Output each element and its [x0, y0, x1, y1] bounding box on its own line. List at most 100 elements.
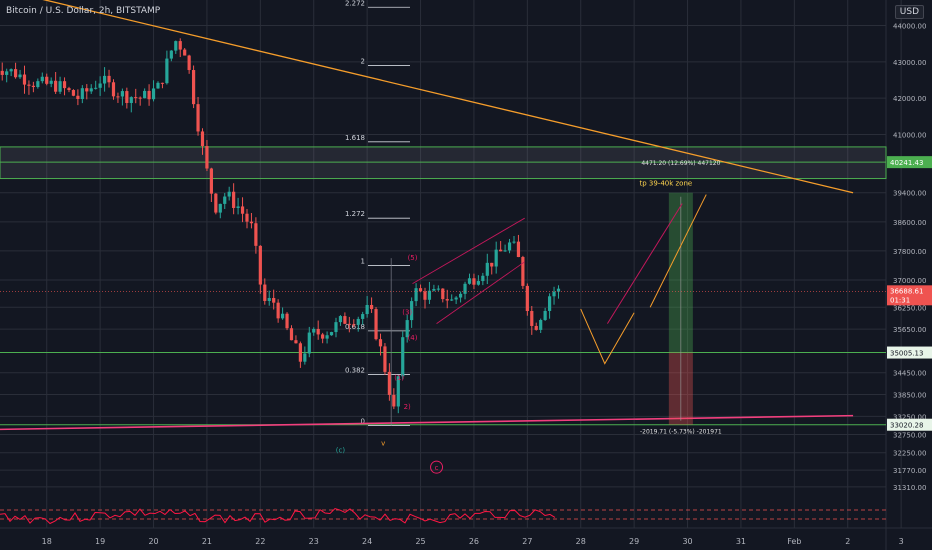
- candle[interactable]: [352, 324, 356, 326]
- candle[interactable]: [401, 337, 405, 377]
- candle[interactable]: [387, 371, 391, 395]
- candle[interactable]: [40, 76, 44, 82]
- candle[interactable]: [49, 80, 53, 84]
- candle[interactable]: [187, 55, 191, 71]
- candle[interactable]: [196, 104, 200, 132]
- candle[interactable]: [525, 285, 529, 312]
- candle[interactable]: [356, 318, 360, 325]
- candle[interactable]: [494, 249, 498, 267]
- candle[interactable]: [245, 213, 249, 222]
- candle[interactable]: [307, 332, 311, 354]
- candle[interactable]: [9, 69, 13, 72]
- candle[interactable]: [450, 299, 454, 301]
- candle[interactable]: [334, 322, 338, 333]
- projection-arrow-orange[interactable]: [649, 194, 707, 308]
- candle[interactable]: [521, 257, 525, 286]
- candle[interactable]: [85, 88, 89, 92]
- candle[interactable]: [530, 311, 534, 326]
- candle[interactable]: [254, 223, 258, 246]
- candle[interactable]: [365, 305, 369, 315]
- channel-upper[interactable]: [412, 217, 525, 285]
- candle[interactable]: [499, 249, 503, 252]
- candle[interactable]: [369, 305, 374, 310]
- projection-arrow-magenta[interactable]: [607, 203, 683, 324]
- candle[interactable]: [240, 206, 245, 214]
- candle[interactable]: [472, 278, 476, 285]
- candle[interactable]: [325, 335, 329, 339]
- candle[interactable]: [129, 97, 133, 103]
- candle[interactable]: [116, 96, 120, 98]
- candle[interactable]: [516, 241, 521, 258]
- candle[interactable]: [178, 41, 182, 50]
- candle[interactable]: [27, 84, 31, 86]
- candle[interactable]: [232, 191, 236, 208]
- candle[interactable]: [316, 328, 320, 335]
- candle[interactable]: [481, 275, 485, 282]
- candle[interactable]: [107, 75, 111, 83]
- channel-lower[interactable]: [436, 261, 525, 325]
- candle[interactable]: [294, 340, 298, 344]
- candle[interactable]: [151, 88, 156, 100]
- candle[interactable]: [423, 291, 427, 300]
- candle[interactable]: [298, 343, 302, 362]
- currency-button[interactable]: USD: [894, 5, 924, 19]
- candle[interactable]: [111, 82, 116, 97]
- candle[interactable]: [343, 316, 347, 324]
- candle[interactable]: [374, 309, 378, 340]
- descending-trendline[interactable]: [15, 0, 854, 194]
- candle[interactable]: [200, 131, 205, 147]
- candle[interactable]: [36, 81, 40, 88]
- candle[interactable]: [249, 221, 254, 224]
- candle[interactable]: [18, 74, 22, 78]
- candle[interactable]: [534, 325, 538, 330]
- candle[interactable]: [125, 91, 129, 103]
- candle[interactable]: [223, 196, 227, 204]
- candle[interactable]: [418, 288, 423, 292]
- candle[interactable]: [378, 339, 383, 347]
- candle[interactable]: [191, 70, 196, 105]
- candle[interactable]: [543, 310, 547, 320]
- candle[interactable]: [183, 49, 187, 56]
- candle[interactable]: [467, 278, 472, 284]
- candle[interactable]: [80, 88, 84, 99]
- candle[interactable]: [62, 81, 67, 89]
- candle[interactable]: [156, 82, 160, 89]
- candle[interactable]: [392, 394, 396, 407]
- candle[interactable]: [552, 291, 556, 297]
- candle[interactable]: [547, 296, 552, 311]
- candle[interactable]: [214, 193, 218, 213]
- candle[interactable]: [134, 97, 138, 99]
- candle[interactable]: [436, 288, 440, 290]
- candle[interactable]: [67, 88, 71, 91]
- candle[interactable]: [329, 332, 334, 336]
- candle[interactable]: [13, 69, 18, 78]
- candle[interactable]: [490, 262, 494, 267]
- resistance-zone[interactable]: [0, 146, 887, 180]
- candle[interactable]: [76, 95, 80, 99]
- candle[interactable]: [89, 88, 93, 92]
- candle[interactable]: [503, 250, 507, 252]
- candle[interactable]: [485, 262, 489, 276]
- candle[interactable]: [432, 288, 436, 291]
- candle[interactable]: [463, 283, 467, 294]
- candle[interactable]: [507, 242, 512, 251]
- candle[interactable]: [361, 314, 365, 319]
- candle[interactable]: [22, 74, 27, 85]
- candle[interactable]: [303, 353, 307, 362]
- candle[interactable]: [272, 297, 276, 303]
- candle[interactable]: [267, 297, 271, 301]
- candle[interactable]: [58, 81, 62, 92]
- candle[interactable]: [414, 288, 418, 302]
- candle[interactable]: [143, 90, 147, 99]
- candle[interactable]: [147, 90, 151, 100]
- candle[interactable]: [454, 297, 458, 300]
- candle[interactable]: [174, 41, 178, 51]
- candle[interactable]: [71, 90, 76, 96]
- candle[interactable]: [476, 281, 480, 285]
- candle[interactable]: [138, 97, 142, 99]
- candle[interactable]: [539, 319, 543, 330]
- candle[interactable]: [445, 299, 449, 301]
- candle[interactable]: [94, 87, 98, 89]
- candle[interactable]: [556, 288, 561, 292]
